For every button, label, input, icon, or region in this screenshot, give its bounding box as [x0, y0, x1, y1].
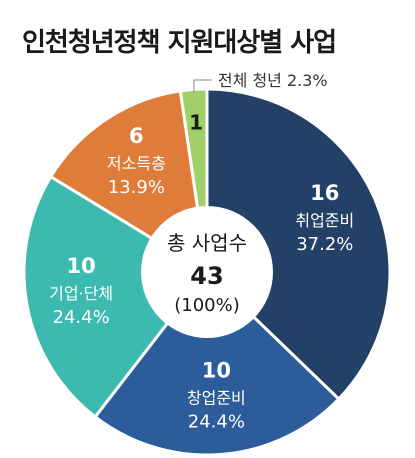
slice-pct-1: 24.4% [188, 412, 245, 433]
center-pct: (100%) [174, 295, 240, 316]
slice-count-3: 6 [129, 124, 144, 148]
slice-outside-label-4: 전체 청년 2.3% [218, 71, 328, 90]
slice-count-1: 10 [202, 359, 231, 383]
slice-name-1: 창업준비 [187, 389, 246, 408]
slice-pct-0: 37.2% [296, 234, 353, 255]
slice-name-0: 취업준비 [295, 211, 354, 230]
slice-0 [205, 87, 392, 402]
page-title: 인천청년정책 지원대상별 사업 [22, 28, 337, 58]
slice-name-2: 기업·단체 [49, 284, 113, 303]
slice-2 [22, 174, 210, 419]
donut-hole [141, 206, 273, 338]
leader-line-4 [193, 79, 212, 94]
slice-pct-3: 13.9% [108, 177, 165, 198]
slice-count-0: 16 [310, 181, 339, 205]
slice-count-2: 10 [67, 254, 96, 278]
slice-1 [93, 269, 341, 457]
center-label: 총 사업수 [167, 231, 247, 255]
slice-count-4: 1 [189, 110, 203, 134]
slice-name-3: 저소득층 [107, 154, 166, 173]
center-total: 43 [190, 262, 223, 290]
slice-pct-2: 24.4% [53, 307, 110, 328]
